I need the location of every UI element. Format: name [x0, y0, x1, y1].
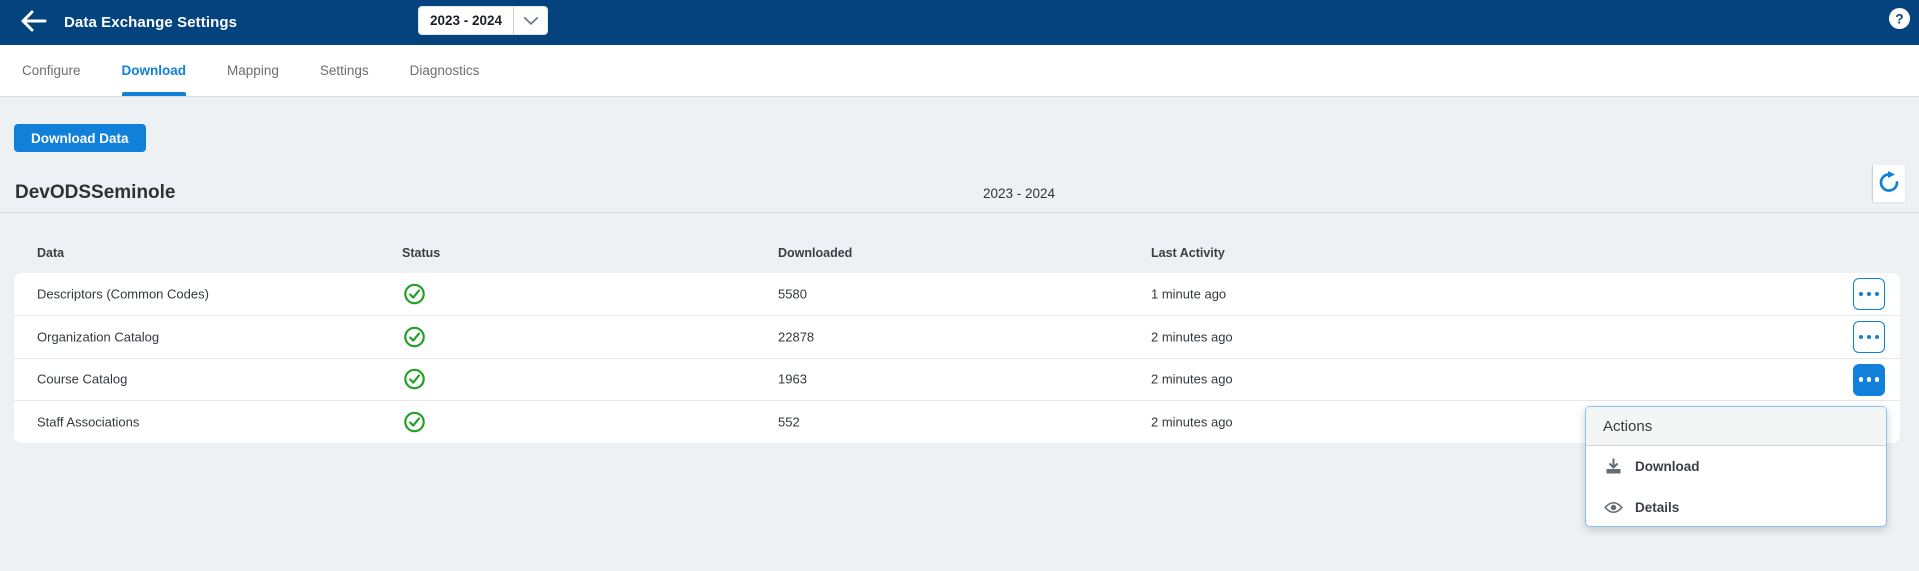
table-row: Organization Catalog 22878 2 minutes ago	[14, 314, 1900, 358]
table-row: Descriptors (Common Codes) 5580 1 minute…	[14, 273, 1900, 315]
row-data-name: Descriptors (Common Codes)	[37, 286, 209, 302]
school-year-dropdown[interactable]: 2023 - 2024	[418, 6, 548, 35]
section-school-year-label: 2023 - 2024	[983, 186, 1056, 201]
tab-mapping[interactable]: Mapping	[227, 63, 279, 78]
tab-download[interactable]: Download	[121, 45, 186, 96]
svg-text:?: ?	[1895, 11, 1903, 26]
chevron-down-icon	[513, 7, 547, 34]
tab-diagnostics[interactable]: Diagnostics	[409, 63, 480, 78]
actions-menu-item-details[interactable]: Details	[1586, 487, 1886, 526]
tab-configure[interactable]: Configure	[22, 63, 81, 78]
section-divider	[0, 212, 1919, 213]
instance-name-heading: DevODSSeminole	[15, 182, 176, 203]
eye-icon	[1604, 501, 1623, 514]
refresh-icon	[1877, 170, 1901, 197]
status-check-icon	[403, 282, 426, 305]
status-check-icon	[403, 325, 426, 348]
table-header-row: Data Status Downloaded Last Activity	[0, 246, 1919, 262]
row-actions-button-active[interactable]	[1853, 363, 1885, 396]
tab-settings[interactable]: Settings	[319, 63, 369, 78]
app-header: Data Exchange Settings 2023 - 2024 ?	[0, 0, 1919, 45]
row-actions-button[interactable]	[1853, 320, 1885, 353]
download-icon	[1604, 457, 1623, 476]
actions-menu-item-label: Details	[1635, 500, 1680, 515]
column-header-last-activity: Last Activity	[1151, 246, 1225, 260]
status-check-icon	[403, 368, 426, 391]
column-header-downloaded: Downloaded	[778, 246, 853, 260]
actions-menu-item-download[interactable]: Download	[1586, 446, 1886, 487]
row-data-name: Organization Catalog	[37, 329, 160, 345]
row-downloaded-count: 5580	[778, 286, 807, 302]
back-button[interactable]	[16, 8, 50, 38]
row-data-name: Course Catalog	[37, 371, 128, 387]
row-last-activity: 2 minutes ago	[1151, 414, 1233, 430]
row-downloaded-count: 22878	[778, 329, 815, 345]
row-data-name: Staff Associations	[37, 414, 140, 430]
download-data-button[interactable]: Download Data	[14, 124, 146, 152]
row-last-activity: 1 minute ago	[1151, 286, 1227, 302]
refresh-button[interactable]	[1872, 165, 1905, 202]
actions-menu-item-label: Download	[1635, 459, 1700, 474]
row-last-activity: 2 minutes ago	[1151, 329, 1233, 345]
row-last-activity: 2 minutes ago	[1151, 371, 1233, 387]
table-row: Course Catalog 1963 2 minutes ago	[14, 357, 1900, 401]
school-year-value: 2023 - 2024	[429, 13, 503, 28]
column-header-data: Data	[37, 246, 65, 260]
status-check-icon	[403, 411, 426, 434]
actions-menu-title: Actions	[1586, 407, 1886, 446]
arrow-left-icon	[18, 9, 48, 36]
page-title: Data Exchange Settings	[64, 14, 238, 31]
actions-menu: Actions Download Details	[1585, 406, 1887, 527]
help-icon[interactable]: ?	[1888, 7, 1911, 30]
row-actions-button[interactable]	[1853, 278, 1885, 310]
row-downloaded-count: 552	[778, 414, 800, 430]
column-header-status: Status	[402, 246, 441, 260]
row-downloaded-count: 1963	[778, 371, 807, 387]
settings-tabbar: Configure Download Mapping Settings Diag…	[0, 45, 1919, 97]
